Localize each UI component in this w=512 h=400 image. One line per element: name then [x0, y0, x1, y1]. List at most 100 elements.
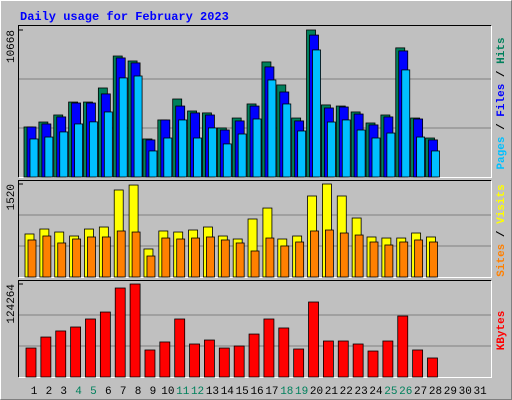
bar — [386, 132, 396, 178]
bar — [280, 245, 290, 278]
bar — [297, 130, 307, 178]
bar — [114, 287, 126, 378]
x-tick-label: 14 — [221, 386, 235, 398]
x-tick-label: 10 — [161, 386, 174, 398]
bar — [237, 133, 247, 178]
bar — [74, 123, 84, 178]
x-tick-label: 26 — [399, 386, 412, 398]
bar — [146, 255, 156, 278]
bar — [220, 239, 230, 278]
bar — [206, 236, 215, 278]
x-tick-label: 18 — [280, 386, 293, 398]
bar — [429, 241, 438, 278]
bar — [399, 241, 409, 278]
bar — [263, 318, 275, 378]
bar — [293, 348, 305, 378]
bar — [295, 241, 305, 278]
bar — [176, 238, 186, 278]
bar — [103, 111, 113, 178]
legend-entry: Visits — [496, 184, 508, 224]
panel-edge-dark — [18, 25, 492, 178]
x-tick-label: 8 — [135, 386, 142, 398]
bar — [99, 311, 111, 378]
legend: KBytes — [496, 311, 508, 351]
bar — [57, 242, 67, 278]
bar — [129, 283, 141, 378]
x-tick-label: 28 — [429, 386, 442, 398]
x-tick-label: 29 — [444, 386, 457, 398]
bar — [85, 318, 96, 378]
bar — [337, 340, 349, 378]
x-tick-label: 23 — [355, 386, 368, 398]
bar — [371, 137, 381, 178]
legend-entry: Files — [496, 84, 508, 117]
bar — [341, 119, 351, 178]
x-tick-label: 19 — [295, 386, 308, 398]
panel-edge-light — [18, 280, 492, 378]
legend-separator: / — [496, 230, 508, 237]
x-tick-label: 3 — [60, 386, 67, 398]
x-tick-label: 31 — [473, 386, 487, 398]
legend-entry: KBytes — [496, 311, 508, 351]
bar — [308, 301, 319, 378]
bar — [55, 330, 67, 378]
legend-entry: Pages — [496, 137, 508, 170]
bar — [312, 49, 321, 178]
bar — [191, 237, 200, 278]
bar — [369, 241, 379, 278]
legend-separator: / — [496, 70, 508, 77]
x-tick-label: 15 — [236, 386, 249, 398]
bar — [416, 136, 426, 178]
bar — [248, 333, 260, 378]
bar — [427, 357, 438, 378]
y-tick-label: 124264 — [6, 284, 18, 324]
bar — [267, 79, 277, 178]
x-tick-label: 5 — [90, 386, 97, 398]
bar — [148, 150, 158, 178]
bar — [101, 236, 111, 278]
x-tick-label: 16 — [250, 386, 263, 398]
bar — [250, 250, 260, 278]
legend: Sites / Visits — [496, 184, 508, 276]
bar — [384, 244, 394, 278]
bar — [189, 343, 200, 378]
bar — [44, 136, 54, 178]
bar — [252, 118, 262, 178]
legend-entry: Sites — [496, 244, 508, 277]
bar — [70, 326, 82, 378]
bar — [116, 230, 126, 278]
panel-edge-light — [18, 180, 492, 278]
legend: Pages / Files / Hits — [496, 37, 508, 169]
bar — [218, 347, 230, 378]
bar — [339, 232, 349, 278]
bar — [144, 349, 156, 378]
x-tick-label: 6 — [105, 386, 112, 398]
bar — [72, 238, 82, 278]
chart-title: Daily usage for February 2023 — [20, 10, 229, 24]
bar — [356, 129, 366, 178]
x-tick-label: 17 — [265, 386, 278, 398]
y-tick-label: 10668 — [6, 30, 18, 63]
bar — [235, 242, 245, 278]
x-tick-label: 27 — [414, 386, 427, 398]
bar — [59, 131, 69, 178]
bar — [133, 75, 143, 178]
bar — [208, 127, 217, 178]
x-tick-label: 7 — [120, 386, 127, 398]
bar — [412, 349, 424, 378]
bar — [278, 327, 290, 378]
bar — [310, 230, 319, 278]
x-tick-label: 4 — [75, 386, 82, 398]
bar — [354, 234, 364, 278]
bar — [204, 339, 215, 378]
x-tick-label: 24 — [369, 386, 383, 398]
bar — [87, 236, 96, 278]
bar — [322, 340, 334, 378]
bar — [29, 138, 39, 178]
bar — [282, 103, 292, 178]
x-tick-label: 9 — [150, 386, 157, 398]
bar — [397, 315, 409, 378]
legend-entry: Hits — [496, 37, 508, 63]
x-tick-label: 11 — [176, 386, 190, 398]
x-tick-label: 2 — [46, 386, 53, 398]
